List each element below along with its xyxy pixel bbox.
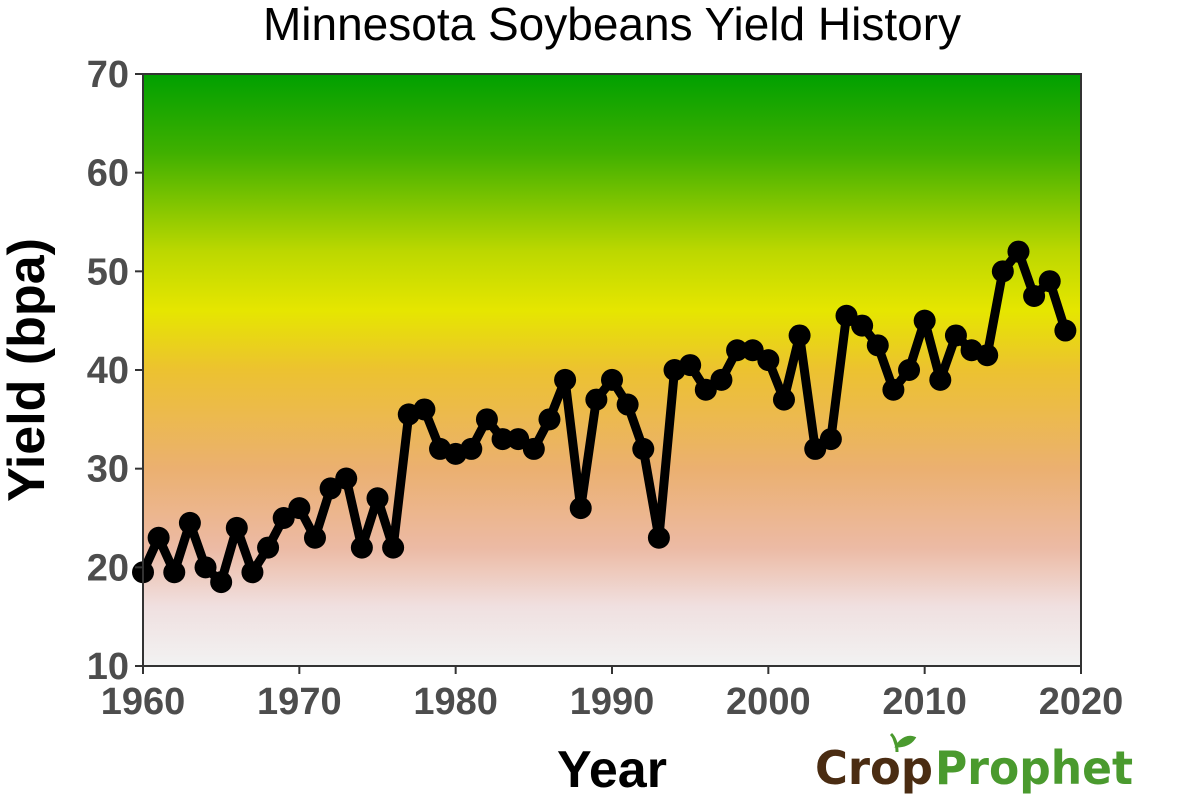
x-tick-label: 1980 (413, 681, 498, 723)
data-point (976, 344, 999, 367)
data-point (726, 339, 749, 362)
data-point (882, 378, 905, 401)
data-point (772, 388, 795, 411)
data-point (491, 428, 514, 451)
data-point (272, 507, 295, 529)
data-point (757, 349, 780, 372)
data-point (898, 359, 921, 381)
data-point (569, 497, 592, 520)
x-tick-label: 2010 (882, 681, 967, 723)
y-axis: 10 20 30 40 50 60 70 (87, 54, 143, 688)
data-point (694, 378, 717, 401)
x-axis-title: Year (557, 741, 667, 799)
y-tick-label: 50 (87, 251, 129, 293)
x-axis: 1960 1970 1980 1990 2000 2010 2020 (101, 666, 1124, 723)
data-point (679, 354, 702, 377)
data-point (163, 561, 186, 584)
x-tick-label: 1970 (257, 681, 342, 723)
data-point (851, 314, 874, 337)
data-point (257, 536, 280, 559)
data-point (319, 477, 342, 500)
data-point (585, 388, 608, 411)
data-point (632, 437, 655, 460)
logo-prophet-text: Prophet (935, 741, 1133, 795)
data-point (1023, 285, 1046, 307)
y-axis-title: Yield (bpa) (0, 238, 56, 502)
y-tick-label: 10 (87, 646, 129, 688)
x-tick-label: 2020 (1039, 681, 1124, 723)
y-tick-label: 60 (87, 153, 129, 195)
data-point (913, 309, 936, 332)
data-point (460, 437, 483, 460)
data-point (522, 437, 545, 460)
data-point (1054, 319, 1077, 342)
y-tick-label: 30 (87, 449, 129, 491)
data-point (835, 304, 858, 327)
data-point (288, 497, 311, 520)
data-point (710, 368, 733, 391)
data-point (601, 368, 623, 391)
data-point (366, 487, 389, 510)
data-point (554, 368, 577, 391)
y-tick-label: 20 (87, 547, 129, 589)
data-point (647, 526, 670, 549)
data-point (178, 511, 201, 534)
x-tick-label: 2000 (726, 681, 811, 723)
cropprophet-logo: Crop Prophet (815, 732, 1133, 795)
data-point (991, 260, 1014, 283)
data-point (944, 324, 967, 347)
data-point (350, 536, 373, 559)
logo-crop-text: Crop (815, 741, 933, 795)
data-point (147, 526, 170, 549)
data-point (241, 561, 264, 584)
data-point (616, 393, 639, 416)
data-point (335, 467, 358, 490)
data-point (804, 437, 827, 460)
data-point (741, 339, 764, 362)
data-point (538, 408, 561, 431)
data-point (819, 428, 842, 451)
data-point (929, 368, 952, 391)
data-point (1038, 270, 1061, 293)
data-point (303, 526, 326, 549)
data-point (382, 536, 405, 559)
data-point (788, 324, 811, 347)
x-tick-label: 1960 (101, 681, 186, 723)
data-point (413, 398, 436, 421)
data-point (225, 516, 248, 539)
x-tick-label: 1990 (570, 681, 655, 723)
data-point (866, 334, 889, 357)
y-tick-label: 40 (87, 350, 129, 392)
series-layer (132, 240, 1077, 594)
sprout-icon (889, 732, 917, 753)
y-tick-label: 70 (87, 54, 129, 96)
data-point (194, 556, 217, 579)
chart-title: Minnesota Soybeans Yield History (263, 0, 961, 50)
data-point (210, 571, 233, 594)
data-point (507, 428, 530, 451)
data-point (1007, 240, 1030, 263)
data-point (475, 408, 498, 431)
